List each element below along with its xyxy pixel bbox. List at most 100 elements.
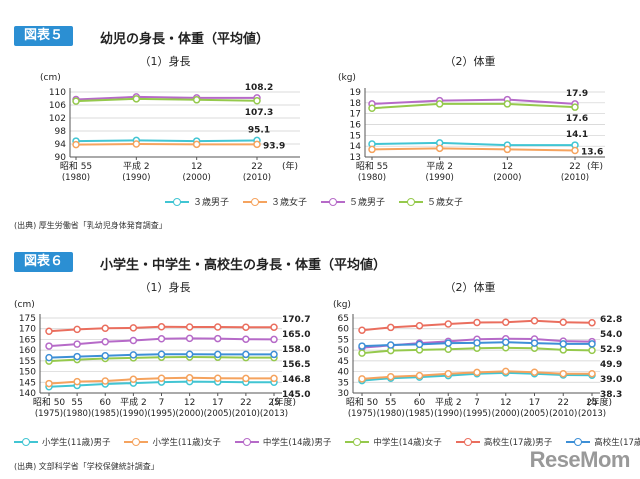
data-point xyxy=(444,345,452,354)
series-line xyxy=(75,139,258,143)
data-point xyxy=(253,97,261,105)
x-tick-sublabel: (2000) xyxy=(492,409,520,419)
data-point xyxy=(45,342,53,350)
data-point xyxy=(270,323,278,331)
y-tick-label: 40 xyxy=(338,368,350,378)
data-point xyxy=(129,375,138,384)
series-line xyxy=(371,141,575,147)
x-tick-sublabel: (1990) xyxy=(122,173,150,183)
y-tick-label: 140 xyxy=(19,389,36,399)
data-point xyxy=(435,144,444,153)
fig6-title: 小学生・中学生・高校生の身長・体重（平均値） xyxy=(100,258,387,273)
chart-title: （1）身長 xyxy=(140,280,191,294)
legend-item: ３歳男子 xyxy=(165,195,229,208)
x-tick-sublabel: (1980) xyxy=(358,173,386,183)
y-axis-unit: (kg) xyxy=(333,300,351,310)
data-point xyxy=(214,323,222,331)
data-point xyxy=(45,327,53,336)
legend-label: ３歳男子 xyxy=(193,198,230,208)
x-tick-sublabel: (1985) xyxy=(91,409,119,419)
series-line xyxy=(371,102,576,110)
data-point xyxy=(101,377,109,385)
data-point xyxy=(473,318,481,327)
x-tick-sublabel: (1980) xyxy=(377,409,405,419)
data-point xyxy=(101,324,109,333)
data-point xyxy=(530,368,539,376)
data-point xyxy=(157,323,166,331)
data-point xyxy=(444,339,452,347)
y-tick-label: 17 xyxy=(350,110,361,120)
y-tick-label: 155 xyxy=(19,357,36,367)
data-point xyxy=(185,323,194,331)
x-tick-label: 昭和 55 xyxy=(60,161,92,172)
y-tick-label: 65 xyxy=(338,314,349,324)
data-point xyxy=(588,369,596,378)
y-tick-label: 60 xyxy=(338,325,350,335)
data-point xyxy=(503,100,512,108)
y-tick-label: 30 xyxy=(338,389,350,399)
data-point xyxy=(73,325,81,334)
y-tick-label: 145 xyxy=(19,378,36,388)
x-axis-unit: (年度) xyxy=(587,396,612,408)
data-point xyxy=(588,346,596,355)
data-point xyxy=(214,374,222,382)
data-point xyxy=(530,339,539,347)
x-tick-sublabel: (2010) xyxy=(561,173,589,183)
x-tick-sublabel: (2005) xyxy=(204,409,232,419)
data-point xyxy=(129,336,138,345)
legend-item: 高校生(17歳)男子 xyxy=(455,436,553,448)
x-axis-unit: (年) xyxy=(587,160,603,172)
data-point xyxy=(72,97,80,105)
data-label: 165.0 xyxy=(282,330,310,340)
data-point xyxy=(129,324,138,332)
data-label: 108.2 xyxy=(245,83,273,93)
data-label: 49.9 xyxy=(600,360,622,370)
x-tick-label: 60 xyxy=(100,398,112,408)
data-point xyxy=(503,145,512,154)
data-label: 39.0 xyxy=(600,375,622,385)
x-tick-label: 平成 2 xyxy=(435,396,462,408)
x-tick-label: 22 xyxy=(569,162,580,172)
x-tick-sublabel: (2005) xyxy=(520,409,548,419)
x-tick-sublabel: (1980) xyxy=(63,409,91,419)
data-point xyxy=(242,374,250,383)
data-point xyxy=(387,323,395,332)
x-tick-sublabel: (2010) xyxy=(243,173,271,183)
fig5-badge: 図表５ xyxy=(14,26,74,46)
legend-swatch xyxy=(243,197,268,207)
data-label: 95.1 xyxy=(248,125,270,135)
x-tick-label: 55 xyxy=(71,398,82,408)
legend-swatch xyxy=(14,437,38,447)
data-point xyxy=(444,369,452,378)
fig6-badge: 図表６ xyxy=(14,252,74,272)
y-axis-unit: (cm) xyxy=(14,300,35,310)
data-point xyxy=(157,374,166,382)
data-point xyxy=(253,140,261,149)
data-point xyxy=(415,340,424,349)
data-point xyxy=(185,350,194,358)
legend-label: 高校生(17歳)男子 xyxy=(483,438,553,448)
data-point xyxy=(73,377,81,386)
data-point xyxy=(270,350,278,359)
data-point xyxy=(242,335,250,343)
data-point xyxy=(185,374,194,382)
x-tick-label: 25 xyxy=(586,398,597,408)
y-tick-label: 170 xyxy=(19,325,36,335)
data-point xyxy=(129,351,138,359)
series-line xyxy=(75,97,258,103)
x-tick-sublabel: (2000) xyxy=(493,173,521,183)
y-tick-label: 94 xyxy=(55,140,67,150)
x-tick-label: 12 xyxy=(500,398,511,408)
legend-label: 中学生(14歳)男子 xyxy=(262,438,332,448)
data-point xyxy=(358,326,366,334)
data-point xyxy=(358,342,366,350)
legend-label: ３歳女子 xyxy=(271,198,308,208)
x-tick-label: 17 xyxy=(212,398,223,408)
legend-label: ５歳女子 xyxy=(427,198,464,208)
data-point xyxy=(559,318,567,327)
data-label: 54.0 xyxy=(600,330,622,340)
data-point xyxy=(132,140,141,148)
series-line xyxy=(75,142,257,146)
